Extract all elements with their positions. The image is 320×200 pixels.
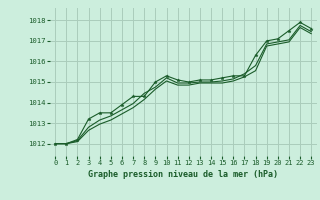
X-axis label: Graphe pression niveau de la mer (hPa): Graphe pression niveau de la mer (hPa)	[88, 170, 278, 179]
